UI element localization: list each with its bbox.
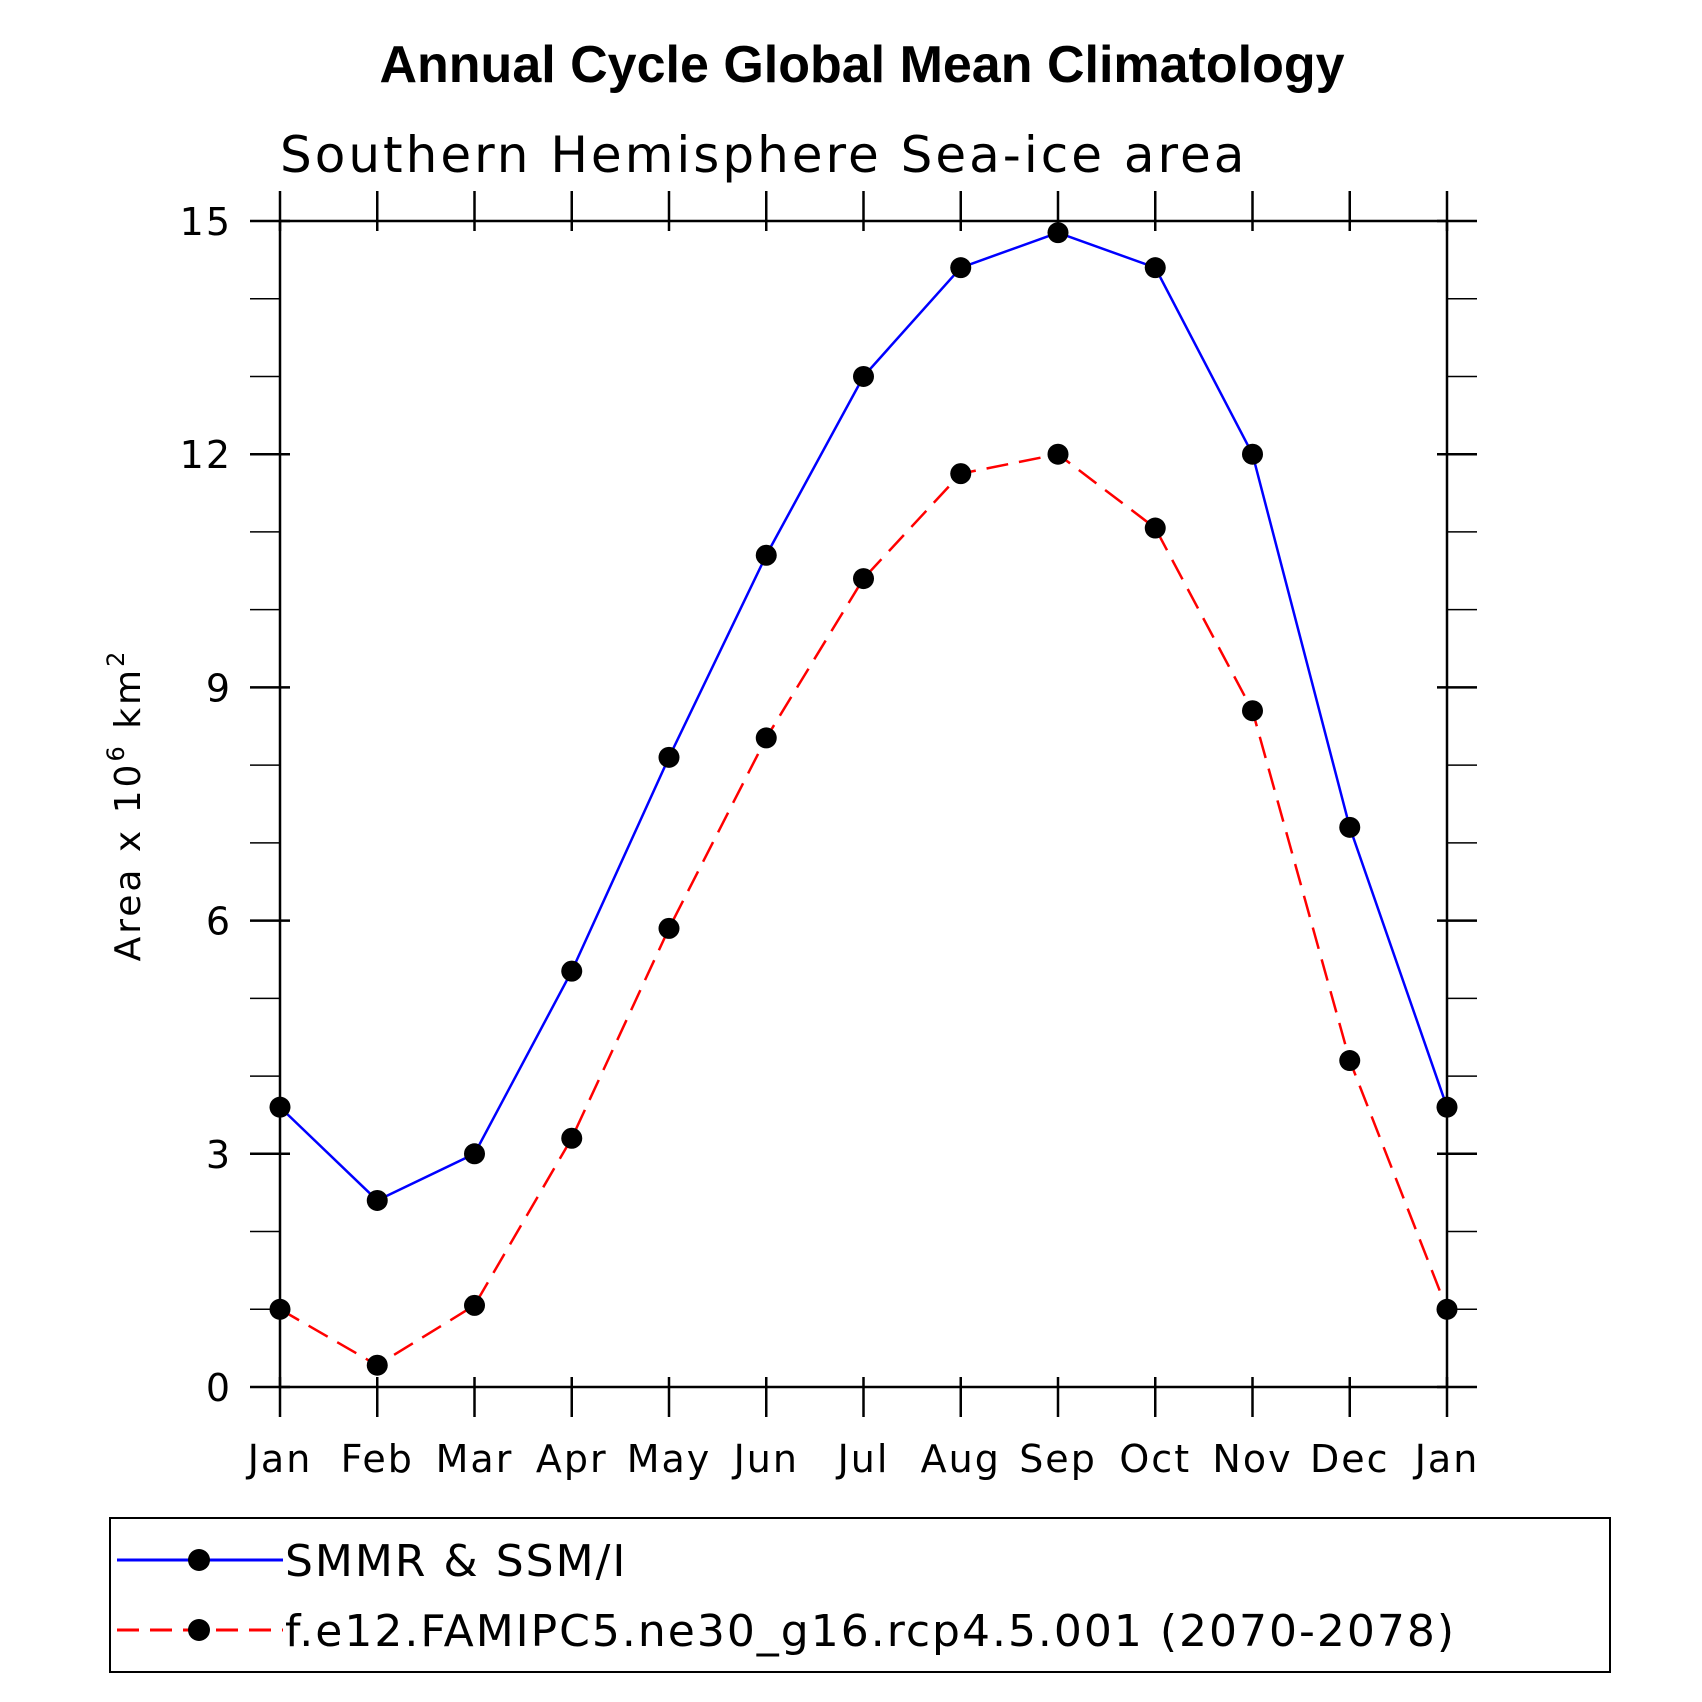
series-1-point xyxy=(464,1294,485,1316)
series-1-point xyxy=(561,1127,583,1149)
legend: SMMR & SSM/I f.e12.FAMIPC5.ne30_g16.rcp4… xyxy=(109,1517,1611,1673)
x-tick-label: Dec xyxy=(1310,1437,1390,1481)
x-tick-label: Sep xyxy=(1019,1437,1097,1481)
legend-label-model: f.e12.FAMIPC5.ne30_g16.rcp4.5.001 (2070-… xyxy=(285,1606,1456,1657)
x-tick-label: Nov xyxy=(1212,1437,1292,1481)
y-tick-label: 0 xyxy=(206,1366,232,1410)
series-0-point xyxy=(658,746,680,768)
series-1-point xyxy=(1047,443,1069,465)
series-1-point xyxy=(658,917,680,939)
y-tick-label: 12 xyxy=(180,433,232,477)
series-layer xyxy=(269,222,1458,1376)
series-0-point xyxy=(464,1143,485,1165)
series-1-point xyxy=(1144,517,1166,539)
x-tick-label: Feb xyxy=(341,1437,414,1481)
y-tick-label: 6 xyxy=(206,900,232,944)
series-1-point xyxy=(950,463,972,485)
axes-frame: Jan Feb Mar Apr May Jun Jul Aug Sep Oct Nov Dec Jan 0… xyxy=(180,191,1480,1481)
series-0-point xyxy=(561,960,583,982)
x-tick-label: Jul xyxy=(836,1437,890,1481)
y-axis-label: Area x 106 km2 xyxy=(102,649,149,962)
series-1-point xyxy=(269,1298,291,1320)
series-1-point xyxy=(366,1354,388,1376)
series-0-point xyxy=(366,1189,388,1211)
x-tick-label: May xyxy=(627,1437,712,1481)
series-0-point xyxy=(269,1096,291,1118)
series-0-point xyxy=(1436,1096,1458,1118)
x-tick-label: Aug xyxy=(921,1437,1001,1481)
x-tick-label: Mar xyxy=(436,1437,514,1481)
series-line-1 xyxy=(279,452,1449,1367)
y-tick-label: 9 xyxy=(206,666,232,710)
x-tick-label: Oct xyxy=(1119,1437,1191,1481)
legend-marker-smmr xyxy=(188,1549,210,1571)
y-axis-label-exp1: 6 xyxy=(102,743,130,761)
series-0-point xyxy=(1339,816,1361,838)
series-1-point xyxy=(1436,1298,1458,1320)
series-0-point xyxy=(853,365,874,387)
y-tick-label: 15 xyxy=(180,200,232,244)
legend-box xyxy=(109,1517,1611,1673)
series-1-point xyxy=(1339,1050,1361,1072)
legend-label-smmr: SMMR & SSM/I xyxy=(285,1536,627,1587)
y-axis-label-unit: km xyxy=(108,667,149,743)
series-0-point xyxy=(1144,257,1166,279)
y-tick-label: 3 xyxy=(206,1133,232,1177)
x-tick-label: Jan xyxy=(246,1437,313,1481)
chart-subtitle: Southern Hemisphere Sea-ice area xyxy=(280,126,1247,184)
plot-frame xyxy=(278,219,1449,1389)
y-axis-label-exp2: 2 xyxy=(102,649,130,667)
legend-marker-model xyxy=(188,1619,210,1641)
x-tick-label: Apr xyxy=(536,1437,608,1481)
series-1-point xyxy=(853,568,874,590)
series-0-point xyxy=(1047,222,1069,244)
chart-title: Annual Cycle Global Mean Climatology xyxy=(379,36,1344,94)
series-1-point xyxy=(1242,700,1263,722)
series-0-point xyxy=(755,544,777,566)
series-0-point xyxy=(1242,443,1263,465)
series-1-point xyxy=(755,727,777,749)
y-axis-label-base: Area x 10 xyxy=(108,762,149,962)
x-tick-label: Jan xyxy=(1413,1437,1480,1481)
x-tick-label: Jun xyxy=(732,1437,799,1481)
series-0-point xyxy=(950,257,972,279)
